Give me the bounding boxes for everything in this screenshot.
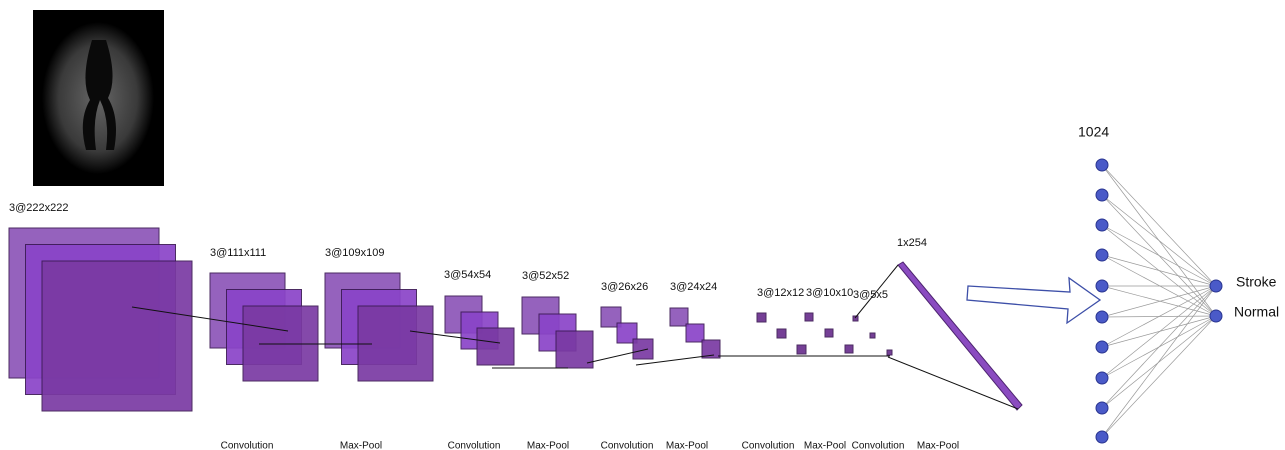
output-label: Normal	[1234, 304, 1279, 320]
feature-map	[870, 333, 875, 338]
layer-label: 3@54x54	[444, 269, 491, 281]
arrow	[967, 278, 1100, 323]
layer: 3@10x10	[805, 287, 853, 353]
nn-edge	[1102, 286, 1216, 378]
feature-map	[757, 313, 766, 322]
feature-map	[686, 324, 704, 342]
layer: 3@52x52	[522, 270, 593, 368]
feature-map	[845, 345, 853, 353]
operation-label: Convolution	[852, 441, 905, 450]
layer: 3@24x24	[670, 281, 720, 358]
operation-label: Convolution	[221, 441, 274, 450]
operation-label: Convolution	[601, 441, 654, 450]
layer: 3@54x54	[444, 269, 514, 365]
neuron	[1096, 159, 1108, 171]
neuron	[1096, 280, 1108, 292]
nn-edge	[1102, 316, 1216, 437]
layer-label: 3@12x12	[757, 287, 804, 299]
layer-label: 3@111x111	[210, 247, 266, 259]
neuron	[1096, 341, 1108, 353]
feature-map	[887, 350, 892, 355]
nn-edge	[1102, 195, 1216, 286]
operation-label: Max-Pool	[917, 441, 959, 450]
output-neuron	[1210, 280, 1222, 292]
layer: 3@5x5	[853, 289, 892, 355]
nn-edge	[1102, 255, 1216, 316]
neuron	[1096, 219, 1108, 231]
flatten-label: 1x254	[897, 237, 927, 249]
neuron	[1096, 189, 1108, 201]
operation-label: Max-Pool	[666, 441, 708, 450]
operation-label: Convolution	[448, 441, 501, 450]
nn-edge	[1102, 165, 1216, 286]
nn-edge	[1102, 286, 1216, 408]
neuron	[1096, 249, 1108, 261]
feature-map	[670, 308, 688, 326]
feature-map	[797, 345, 806, 354]
operation-label: Max-Pool	[340, 441, 382, 450]
neuron	[1096, 311, 1108, 323]
feature-map	[805, 313, 813, 321]
feature-map	[825, 329, 833, 337]
layer: 3@109x109	[325, 247, 433, 381]
operation-label: Convolution	[742, 441, 795, 450]
cnn-diagram: 1x254 1024 3@222x222 3@111x111 3@109x109 3@…	[0, 0, 1285, 450]
layer-label: 3@109x109	[325, 247, 385, 259]
layer: 3@12x12	[757, 287, 806, 354]
nn-edge	[1102, 316, 1216, 347]
operation-label: Max-Pool	[527, 441, 569, 450]
neuron	[1096, 402, 1108, 414]
neuron	[1096, 372, 1108, 384]
layer-label: 3@24x24	[670, 281, 717, 293]
layer-label: 3@10x10	[806, 287, 853, 299]
feature-map	[477, 328, 514, 365]
nn-edge	[1102, 225, 1216, 286]
layer: 3@26x26	[601, 281, 653, 359]
layer: 3@111x111	[210, 247, 318, 381]
feature-map	[42, 261, 192, 411]
layer: 3@222x222	[9, 202, 192, 411]
nn-edge	[1102, 286, 1216, 437]
feature-map	[633, 339, 653, 359]
nn-edge	[1102, 255, 1216, 286]
neuron	[1096, 431, 1108, 443]
flatten-bar	[898, 262, 1022, 410]
output-neuron	[1210, 310, 1222, 322]
operation-label: Max-Pool	[804, 441, 846, 450]
layer-label: 3@52x52	[522, 270, 569, 282]
dense-label: 1024	[1078, 124, 1109, 140]
layer-label: 3@26x26	[601, 281, 648, 293]
feature-map	[777, 329, 786, 338]
layer-label: 3@222x222	[9, 202, 69, 214]
input-image	[33, 10, 164, 186]
output-label: Stroke	[1236, 274, 1277, 290]
